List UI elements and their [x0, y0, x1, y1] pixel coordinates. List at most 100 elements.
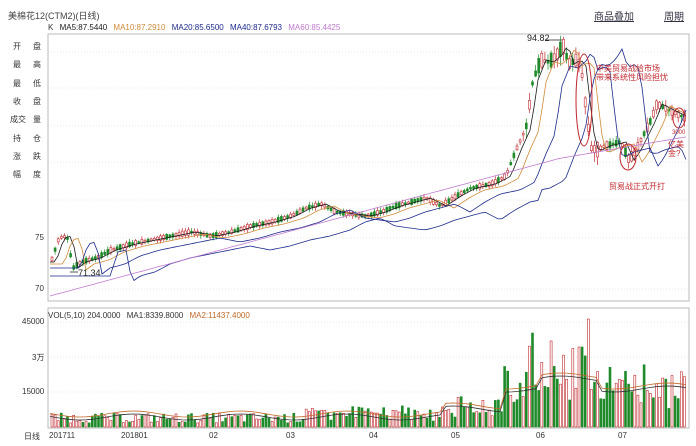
date-label-03: 03 — [286, 431, 295, 440]
volume-bar — [645, 390, 649, 428]
candlestick-body — [196, 231, 199, 236]
cycle-button[interactable]: 周期 — [664, 12, 684, 23]
volume-bar — [267, 417, 271, 428]
candlestick-body — [94, 256, 97, 261]
volume-bar — [487, 409, 491, 428]
high-price-label: 94.82 — [527, 33, 550, 43]
volume-bar — [652, 397, 655, 428]
volume-bar — [125, 420, 128, 428]
ma10-line — [50, 49, 687, 271]
volume-bar — [286, 422, 289, 428]
candlestick-body — [87, 257, 91, 262]
volume-bar — [571, 348, 575, 428]
date-label-05: 05 — [451, 431, 460, 440]
highlight-ellipse-latest — [672, 107, 686, 129]
candlestick-body — [97, 254, 100, 259]
candlestick-body — [69, 253, 72, 258]
volume-bar — [385, 415, 389, 428]
candlestick-body — [624, 147, 627, 158]
volume-bar — [345, 416, 348, 428]
volume-bar — [307, 411, 311, 428]
volume-bar — [410, 419, 413, 428]
volume-bar — [450, 412, 454, 428]
volume-bar — [314, 410, 317, 428]
volume-bar — [153, 415, 156, 428]
candlestick-body — [159, 235, 162, 241]
candlestick-body — [137, 241, 141, 244]
volume-bar — [280, 419, 283, 428]
volume-bar — [270, 421, 274, 428]
candlestick-body — [531, 81, 534, 86]
date-label-period: 日线 — [24, 432, 40, 441]
date-label-07: 07 — [618, 431, 627, 440]
volume-bar — [84, 421, 88, 428]
volume-bar — [549, 340, 553, 428]
volume-bar — [633, 374, 637, 428]
candlestick-body — [466, 188, 469, 192]
volume-bar — [357, 406, 361, 428]
candlestick-body — [528, 100, 531, 110]
price-tick-70: 70 — [35, 284, 44, 293]
candlestick-body — [655, 100, 658, 111]
quote-row-high: 最高 — [13, 60, 41, 69]
volume-bar — [199, 419, 203, 428]
volume-bar — [264, 413, 268, 428]
volume-bar — [602, 398, 606, 428]
candlestick-body — [456, 192, 460, 198]
volume-bar — [304, 408, 308, 428]
candlestick-body — [360, 213, 364, 218]
ma60-line — [49, 136, 687, 297]
candlestick-body — [171, 233, 175, 238]
candlestick-body — [289, 213, 293, 219]
highlight-ellipse-july — [619, 143, 637, 171]
candlestick-body — [385, 207, 389, 213]
candlestick-body — [469, 187, 472, 190]
volume-bar — [276, 416, 280, 428]
candlestick-body — [441, 203, 444, 206]
volume-bar — [630, 391, 634, 428]
date-label-06: 06 — [536, 431, 545, 440]
volume-bar — [168, 418, 172, 428]
volume-bar — [87, 422, 91, 428]
volume-bar — [94, 413, 97, 428]
candlestick-body — [125, 242, 128, 249]
candlestick-body — [478, 183, 482, 190]
candlestick-body — [211, 233, 215, 238]
candlestick-body — [230, 229, 234, 234]
volume-bar — [156, 421, 159, 428]
volume-bar — [500, 411, 503, 428]
volume-bar — [590, 389, 593, 428]
candlestick-body — [673, 111, 677, 116]
candlestick-body — [128, 241, 131, 248]
volume-bar — [165, 419, 168, 428]
ma60-label: MA60:85.4425 — [288, 23, 341, 32]
volume-bar — [478, 412, 482, 428]
candlestick-body — [552, 53, 556, 62]
volume-bar — [512, 401, 516, 428]
candlestick-body — [205, 233, 209, 238]
candlestick-body — [568, 58, 572, 69]
quote-panel: 开盘 最高 最低 收盘 成交量 持仓 涨跌 幅度 — [9, 37, 46, 183]
volume-bar — [376, 412, 379, 428]
volume-bar — [524, 371, 528, 428]
volume-panel-border — [47, 307, 690, 429]
volume-bar — [69, 422, 72, 428]
volume-bar — [664, 378, 668, 428]
volume-bar — [208, 417, 212, 428]
volume-bar — [388, 418, 392, 428]
overlay-button[interactable]: 商品叠加 — [594, 12, 634, 23]
candlestick-body — [162, 235, 165, 240]
volume-bar — [320, 409, 324, 428]
volume-bar — [97, 416, 100, 428]
candlestick-body — [202, 233, 206, 236]
candlestick-body — [431, 199, 435, 205]
moving-average-lines — [49, 47, 687, 297]
volume-bar — [599, 398, 603, 428]
candlestick-body — [53, 247, 57, 252]
candlestick-body — [283, 216, 286, 220]
volume-bar — [559, 383, 562, 428]
candlestick-body — [215, 232, 218, 238]
volume-bar — [642, 364, 646, 428]
volume-bar — [348, 413, 351, 428]
